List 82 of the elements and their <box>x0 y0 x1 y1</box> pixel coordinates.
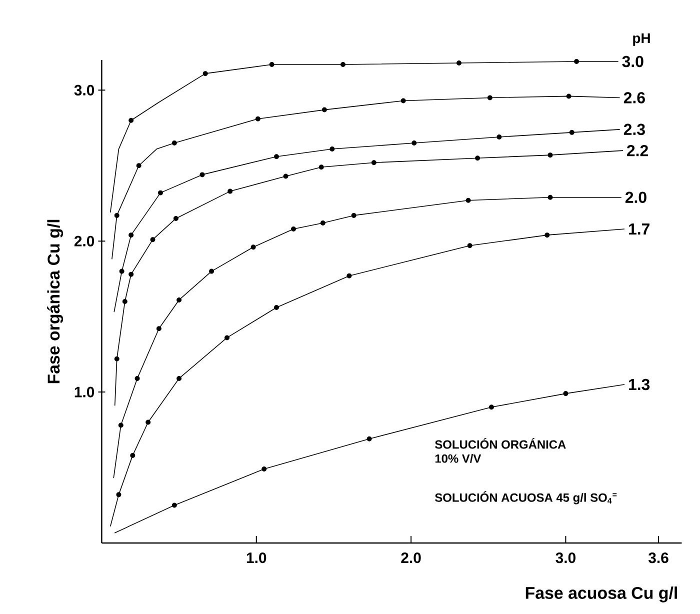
point <box>146 420 151 425</box>
point <box>569 130 574 135</box>
point <box>250 244 256 250</box>
point <box>274 305 279 310</box>
point <box>366 436 372 442</box>
point <box>150 237 156 242</box>
series-label: 2.0 <box>625 192 646 203</box>
y-tick-label: 3.0 <box>74 84 94 96</box>
line-series <box>114 384 625 534</box>
point <box>269 62 274 68</box>
y-tick-label: 1.0 <box>74 386 94 398</box>
point <box>320 220 326 226</box>
series-label: 2.6 <box>624 92 645 104</box>
x-axis-title: Fase acuosa Cu g/l <box>526 586 677 602</box>
point <box>487 95 492 100</box>
point <box>496 134 502 140</box>
x-tick-label: 3.6 <box>648 552 668 564</box>
point <box>330 146 335 152</box>
point <box>290 226 296 232</box>
point <box>228 188 233 194</box>
point <box>156 326 162 332</box>
point <box>176 297 182 302</box>
series-label: 2.3 <box>624 124 645 136</box>
line-series <box>114 129 620 312</box>
point <box>224 335 230 340</box>
point <box>116 492 122 498</box>
point <box>209 268 214 274</box>
point <box>114 212 120 218</box>
point <box>456 60 462 66</box>
legend-title: pH <box>633 33 650 46</box>
point <box>548 194 553 200</box>
point <box>200 172 205 178</box>
point <box>351 212 356 218</box>
point <box>128 272 134 277</box>
point <box>467 243 472 248</box>
point <box>158 190 163 196</box>
point <box>176 376 182 381</box>
point <box>172 140 177 146</box>
point <box>400 98 406 104</box>
point <box>322 107 327 112</box>
point <box>134 376 140 381</box>
point <box>318 164 324 170</box>
point <box>283 174 288 179</box>
y-tick-label: 2.0 <box>74 236 94 246</box>
series-label: 1.7 <box>629 224 650 235</box>
point <box>566 94 572 99</box>
point <box>122 298 128 304</box>
point <box>544 232 550 238</box>
point <box>548 152 553 158</box>
point <box>563 391 568 396</box>
point <box>466 198 471 203</box>
series-label: 1.3 <box>629 378 650 390</box>
point <box>128 118 134 123</box>
point <box>118 422 124 428</box>
point <box>255 116 260 122</box>
series-label: 2.2 <box>627 144 648 156</box>
point <box>340 62 346 68</box>
point <box>114 356 120 362</box>
x-tick-label: 3.0 <box>556 552 576 564</box>
annotation: 10% V/V <box>435 454 482 463</box>
annotation: SOLUCIÓN ORGÁNICA <box>435 438 566 449</box>
point <box>475 156 480 161</box>
point <box>136 163 142 168</box>
line-series <box>110 228 625 527</box>
point <box>173 216 178 221</box>
point <box>130 452 136 458</box>
point <box>346 273 352 278</box>
series-label: 3.0 <box>622 56 644 68</box>
x-tick-label: 1.0 <box>246 552 266 564</box>
point <box>574 58 580 64</box>
point <box>172 502 177 508</box>
point <box>274 154 279 160</box>
y-axis-title: Fase orgánica Cu g/l <box>47 220 64 384</box>
x-tick-label: 2.0 <box>401 552 421 564</box>
line-series <box>114 150 624 406</box>
point <box>412 140 417 146</box>
point <box>371 160 376 166</box>
point <box>202 71 208 76</box>
point <box>488 404 494 410</box>
point <box>119 268 124 274</box>
point <box>128 232 134 238</box>
point <box>262 466 267 472</box>
